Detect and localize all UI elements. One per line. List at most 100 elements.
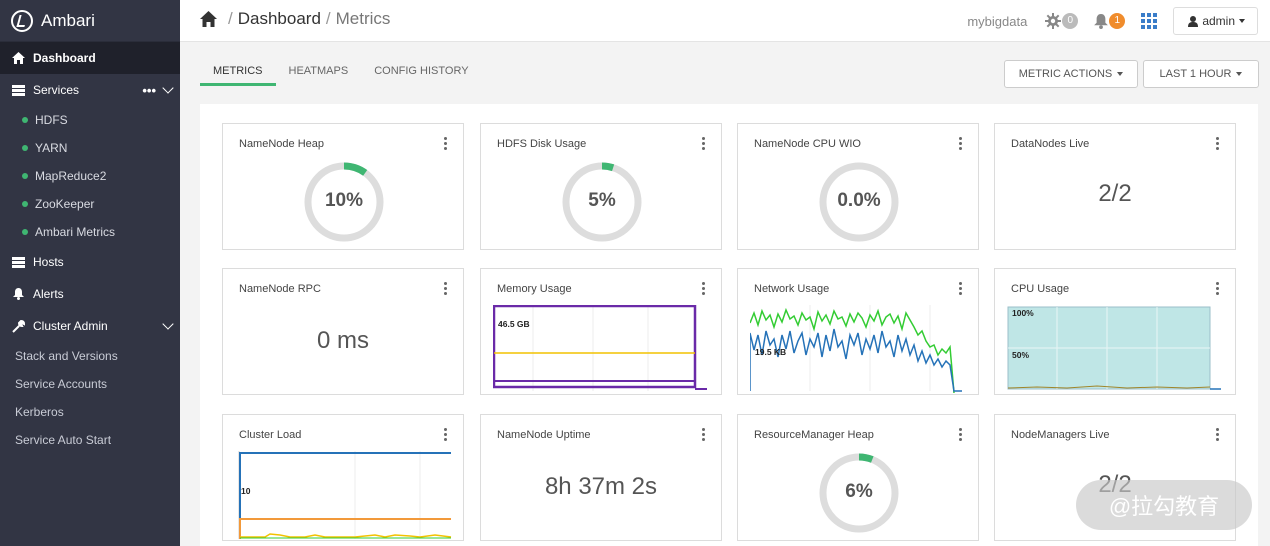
sidebar-item-alerts[interactable]: Alerts: [0, 278, 180, 310]
service-label: HDFS: [35, 113, 68, 127]
widget-cpu-usage[interactable]: CPU Usage 100% 50%: [994, 268, 1236, 395]
sidebar-item-label: Cluster Admin: [33, 319, 108, 333]
service-label: Ambari Metrics: [35, 225, 116, 239]
service-label: ZooKeeper: [35, 197, 95, 211]
sidebar-item-service-auto-start[interactable]: Service Auto Start: [15, 433, 112, 447]
cpu-usage-chart: [1007, 306, 1221, 390]
sidebar: Ambari Dashboard Services ••• HDFS YARN …: [0, 0, 180, 546]
widget-namenode-uptime[interactable]: NameNode Uptime 8h 37m 2s: [480, 414, 722, 541]
sidebar-item-service-accounts[interactable]: Service Accounts: [15, 377, 108, 391]
kebab-menu-icon[interactable]: [444, 137, 448, 150]
sidebar-item-stack-versions[interactable]: Stack and Versions: [15, 349, 118, 363]
widget-title: NameNode Uptime: [497, 429, 591, 441]
breadcrumb-separator: /: [228, 9, 233, 28]
hosts-icon: [11, 255, 25, 269]
home-icon[interactable]: [200, 11, 217, 27]
alerts-count-badge: 1: [1109, 13, 1126, 29]
cluster-load-chart: [238, 451, 452, 539]
bell-icon: [11, 287, 25, 301]
widget-network-usage[interactable]: Network Usage 19.5 KB: [737, 268, 979, 395]
widget-title: Cluster Load: [239, 429, 302, 441]
metric-actions-label: METRIC ACTIONS: [1018, 68, 1113, 80]
more-horizontal-icon[interactable]: •••: [142, 82, 156, 98]
kebab-menu-icon[interactable]: [959, 282, 963, 295]
kebab-menu-icon[interactable]: [1216, 282, 1220, 295]
kebab-menu-icon[interactable]: [959, 137, 963, 150]
gauge-value: 5%: [588, 190, 616, 211]
widget-memory-usage[interactable]: Memory Usage 46.5 GB: [480, 268, 722, 395]
sidebar-item-dashboard[interactable]: Dashboard: [0, 42, 180, 74]
sidebar-service-ambari-metrics[interactable]: Ambari Metrics: [0, 218, 180, 246]
user-name: admin: [1202, 14, 1235, 28]
widget-title: NodeManagers Live: [1011, 429, 1110, 441]
chart-label: 46.5 GB: [498, 319, 530, 329]
widget-title: HDFS Disk Usage: [497, 138, 587, 150]
service-label: YARN: [35, 141, 68, 155]
widget-datanodes-live[interactable]: DataNodes Live 2/2: [994, 123, 1236, 250]
sidebar-item-services[interactable]: Services •••: [0, 74, 180, 106]
hdfs-disk-gauge: 5%: [561, 161, 643, 243]
user-menu-button[interactable]: admin: [1173, 7, 1258, 35]
services-icon: [11, 83, 25, 97]
widget-value: 0 ms: [316, 327, 369, 354]
widget-value: 2/2: [1098, 180, 1132, 207]
time-range-label: LAST 1 HOUR: [1159, 68, 1232, 80]
tab-config-history[interactable]: CONFIG HISTORY: [374, 65, 469, 77]
sidebar-service-hdfs[interactable]: HDFS: [0, 106, 180, 134]
widget-hdfs-disk-usage[interactable]: HDFS Disk Usage 5%: [480, 123, 722, 250]
widget-title: DataNodes Live: [1011, 138, 1090, 150]
top-bar: / Dashboard / Metrics mybigdata 0 1 admi…: [180, 0, 1270, 42]
views-grid-icon[interactable]: [1141, 13, 1158, 29]
tab-heatmaps[interactable]: HEATMAPS: [288, 65, 349, 77]
widget-resourcemanager-heap[interactable]: ResourceManager Heap 6%: [737, 414, 979, 541]
brand[interactable]: Ambari: [0, 0, 180, 42]
widget-title: Memory Usage: [497, 283, 572, 295]
cluster-name[interactable]: mybigdata: [967, 13, 1028, 29]
rm-heap-gauge: 6%: [818, 452, 900, 534]
widget-cluster-load[interactable]: Cluster Load 10: [222, 414, 464, 541]
background-ops-button[interactable]: 0: [1045, 13, 1079, 29]
gauge-value: 6%: [845, 481, 873, 502]
sidebar-item-label: Services: [33, 83, 80, 97]
kebab-menu-icon[interactable]: [444, 282, 448, 295]
kebab-menu-icon[interactable]: [959, 428, 963, 441]
sidebar-item-kerberos[interactable]: Kerberos: [15, 405, 64, 419]
kebab-menu-icon[interactable]: [444, 428, 448, 441]
status-dot-icon: [22, 201, 28, 207]
kebab-menu-icon[interactable]: [1216, 428, 1220, 441]
widget-namenode-rpc[interactable]: NameNode RPC 0 ms: [222, 268, 464, 395]
caret-down-icon: [1236, 72, 1243, 76]
wrench-icon: [11, 319, 25, 333]
memory-usage-chart: [493, 305, 707, 391]
alerts-button[interactable]: 1: [1094, 13, 1126, 29]
watermark: @拉勾教育: [1076, 480, 1252, 530]
user-icon: [1188, 15, 1199, 27]
chevron-down-icon[interactable]: [162, 318, 174, 330]
widget-title: Network Usage: [754, 283, 830, 295]
sidebar-item-label: Hosts: [33, 255, 64, 269]
sidebar-service-yarn[interactable]: YARN: [0, 134, 180, 162]
widget-namenode-cpu-wio[interactable]: NameNode CPU WIO 0.0%: [737, 123, 979, 250]
kebab-menu-icon[interactable]: [702, 428, 706, 441]
sidebar-service-mapreduce2[interactable]: MapReduce2: [0, 162, 180, 190]
time-range-button[interactable]: LAST 1 HOUR: [1143, 60, 1259, 88]
sidebar-service-zookeeper[interactable]: ZooKeeper: [0, 190, 180, 218]
widget-namenode-heap[interactable]: NameNode Heap 10%: [222, 123, 464, 250]
status-dot-icon: [22, 229, 28, 235]
widget-title: NameNode Heap: [239, 138, 324, 150]
ops-count-badge: 0: [1062, 13, 1079, 29]
breadcrumb: / Dashboard / Metrics: [200, 9, 390, 29]
namenode-cpu-gauge: 0.0%: [818, 161, 900, 243]
breadcrumb-dashboard[interactable]: Dashboard: [237, 9, 321, 28]
sidebar-item-cluster-admin[interactable]: Cluster Admin: [0, 310, 180, 342]
sidebar-item-hosts[interactable]: Hosts: [0, 246, 180, 278]
gauge-value: 10%: [324, 190, 364, 211]
widget-value: 8h 37m 2s: [544, 473, 658, 500]
tab-metrics[interactable]: METRICS: [200, 60, 276, 86]
kebab-menu-icon[interactable]: [702, 137, 706, 150]
metric-actions-button[interactable]: METRIC ACTIONS: [1004, 60, 1138, 88]
kebab-menu-icon[interactable]: [702, 282, 706, 295]
widget-title: NameNode RPC: [239, 283, 321, 295]
chevron-down-icon[interactable]: [162, 82, 174, 94]
kebab-menu-icon[interactable]: [1216, 137, 1220, 150]
